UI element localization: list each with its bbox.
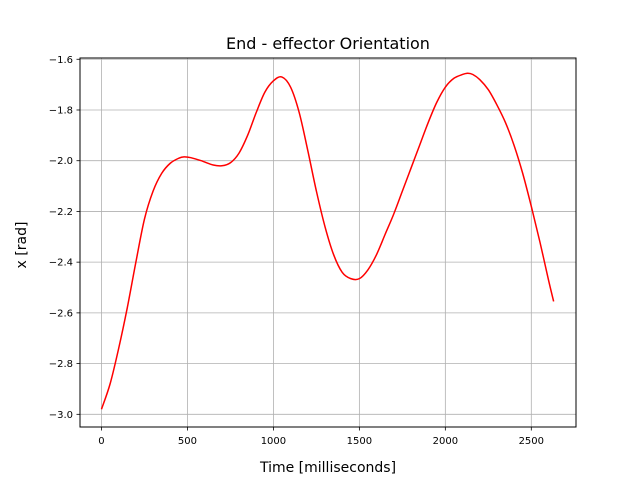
ticks: 0 500 1000 1500 2000 2500 −3.0 −2.8 −2.6 −2.4 −2.2… (49, 55, 544, 447)
y-tick-label: −2.8 (49, 359, 73, 370)
series-line (100, 72, 555, 410)
plot-frame (79, 57, 577, 428)
grid (80, 58, 576, 427)
y-tick-label: −1.8 (49, 105, 73, 116)
y-tick-label: −1.6 (49, 55, 73, 66)
y-tick-label: −2.6 (49, 308, 73, 319)
chart-title: End - effector Orientation (226, 34, 430, 53)
series-layer (100, 72, 555, 410)
x-tick-label: 1000 (261, 436, 286, 447)
x-tick-label: 1500 (347, 436, 372, 447)
x-tick-label: 2000 (433, 436, 458, 447)
x-tick-label: 500 (178, 436, 197, 447)
y-tick-label: −2.2 (49, 207, 73, 218)
y-tick-label: −3.0 (49, 410, 73, 421)
x-tick-label: 0 (98, 436, 104, 447)
y-axis-title: x [rad] (14, 222, 30, 269)
y-tick-label: −2.0 (49, 156, 73, 167)
x-tick-label: 2500 (519, 436, 544, 447)
x-axis-title: Time [milliseconds] (259, 460, 396, 476)
y-tick-label: −2.4 (49, 258, 73, 269)
